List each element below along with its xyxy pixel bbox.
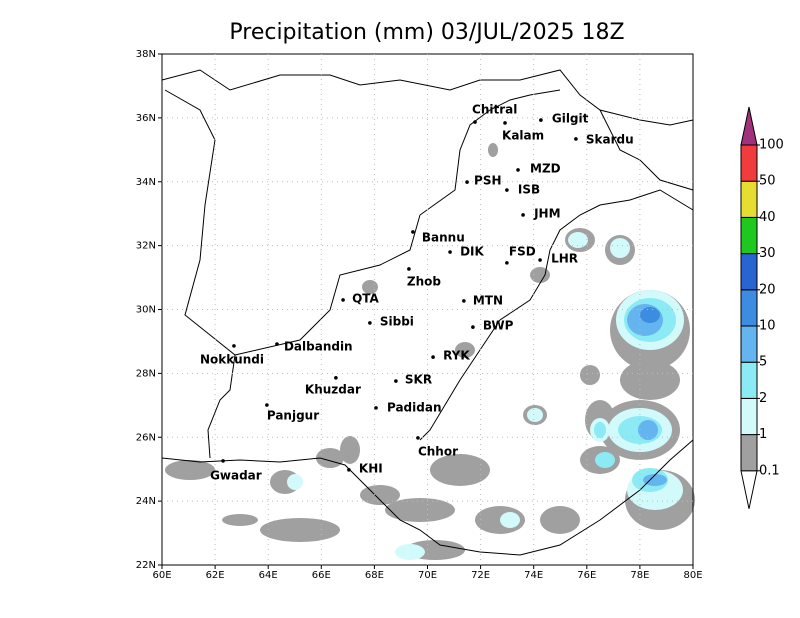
- colorbar-segment: [740, 397, 758, 436]
- colorbar-segment: [740, 216, 758, 255]
- city-label: BWP: [483, 319, 514, 333]
- city-label: Chhor: [418, 444, 458, 458]
- city-dot: [465, 180, 469, 184]
- city-dot: [538, 258, 542, 262]
- colorbar-segment: [740, 289, 758, 327]
- city-label: Kalam: [502, 128, 544, 142]
- city-label: ISB: [518, 183, 540, 197]
- city-dot: [221, 459, 225, 463]
- x-tick-label: 74E: [524, 570, 543, 581]
- city-label: FSD: [509, 244, 536, 258]
- x-tick-label: 64E: [259, 570, 278, 581]
- city-label: PSH: [474, 174, 501, 188]
- city-label: KHI: [359, 461, 383, 475]
- city-label: Zhob: [407, 274, 441, 288]
- y-tick-label: 36N: [136, 113, 156, 124]
- y-tick-label: 28N: [136, 368, 156, 379]
- y-tick-label: 30N: [136, 305, 156, 316]
- city-dot: [574, 137, 578, 141]
- colorbar-segment: [740, 325, 758, 363]
- city-label: Gilgit: [552, 112, 589, 126]
- city-dot: [505, 188, 509, 192]
- colorbar-label: 100: [759, 138, 784, 153]
- city-dot: [503, 121, 507, 125]
- city-dot: [368, 321, 372, 325]
- colorbar-segment: [740, 144, 758, 182]
- city-dot: [521, 213, 525, 217]
- city-dot: [374, 406, 378, 410]
- colorbar-label: 0.1: [759, 463, 780, 478]
- y-tick-label: 22N: [136, 560, 156, 571]
- city-dot: [516, 168, 520, 172]
- city-label: Skardu: [586, 132, 634, 146]
- city-dot: [473, 120, 477, 124]
- city-label: Padidan: [387, 400, 442, 414]
- colorbar-label: 40: [759, 210, 776, 225]
- colorbar-extend: [740, 106, 758, 146]
- colorbar-segment: [740, 434, 758, 472]
- x-tick-label: 72E: [471, 570, 490, 581]
- y-tick-label: 32N: [136, 241, 156, 252]
- city-label: RYK: [443, 349, 470, 363]
- colorbar-label: 10: [759, 319, 776, 334]
- colorbar-label: 50: [759, 174, 776, 189]
- city-label: LHR: [551, 251, 578, 265]
- borders: [161, 69, 694, 556]
- x-tick-label: 68E: [365, 570, 384, 581]
- x-tick-label: 66E: [312, 570, 331, 581]
- city-label: Chitral: [472, 103, 517, 117]
- city-dot: [505, 261, 509, 265]
- colorbar-label: 1: [759, 427, 767, 442]
- city-dot: [275, 342, 279, 346]
- y-tick-label: 38N: [136, 49, 156, 60]
- city-label: Sibbi: [380, 314, 414, 328]
- city-dot: [462, 299, 466, 303]
- city-label: JHM: [533, 206, 560, 220]
- x-tick-label: 76E: [577, 570, 596, 581]
- city-dot: [341, 298, 345, 302]
- colorbar-label: 30: [759, 246, 776, 261]
- y-tick-label: 26N: [136, 432, 156, 443]
- city-dot: [411, 230, 415, 234]
- y-tick-label: 34N: [136, 177, 156, 188]
- city-label: Bannu: [422, 230, 465, 244]
- city-label: SKR: [405, 373, 432, 387]
- city-dot: [265, 403, 269, 407]
- city-dot: [471, 325, 475, 329]
- city-dot: [448, 250, 452, 254]
- x-tick-label: 62E: [206, 570, 225, 581]
- city-dot: [394, 379, 398, 383]
- colorbar-segment: [740, 361, 758, 399]
- city-label: Gwadar: [210, 468, 262, 482]
- x-tick-label: 70E: [418, 570, 437, 581]
- city-dot: [347, 468, 351, 472]
- city-dot: [539, 118, 543, 122]
- city-label: Panjgur: [267, 408, 319, 422]
- title: Precipitation (mm) 03/JUL/2025 18Z: [229, 20, 624, 45]
- city-label: MTN: [473, 293, 503, 307]
- city-dot: [334, 376, 338, 380]
- x-tick-label: 78E: [630, 570, 649, 581]
- colorbar-segment: [740, 180, 758, 218]
- colorbar-segment: [740, 253, 758, 291]
- city-dot: [407, 267, 411, 271]
- y-tick-label: 24N: [136, 496, 156, 507]
- city-label: DIK: [460, 245, 484, 259]
- x-tick-label: 80E: [683, 570, 702, 581]
- city-dot: [431, 355, 435, 359]
- city-label: Nokkundi: [200, 352, 264, 366]
- x-tick-label: 60E: [152, 570, 171, 581]
- colorbar-label: 2: [759, 391, 767, 406]
- colorbar-label: 20: [759, 282, 776, 297]
- colorbar-extend: [740, 470, 758, 509]
- city-label: MZD: [530, 161, 561, 175]
- city-dot: [232, 344, 236, 348]
- city-label: Khuzdar: [305, 382, 361, 396]
- city-label: QTA: [352, 291, 379, 305]
- city-dot: [416, 436, 420, 440]
- city-label: Dalbandin: [284, 339, 353, 353]
- colorbar-label: 5: [759, 355, 767, 370]
